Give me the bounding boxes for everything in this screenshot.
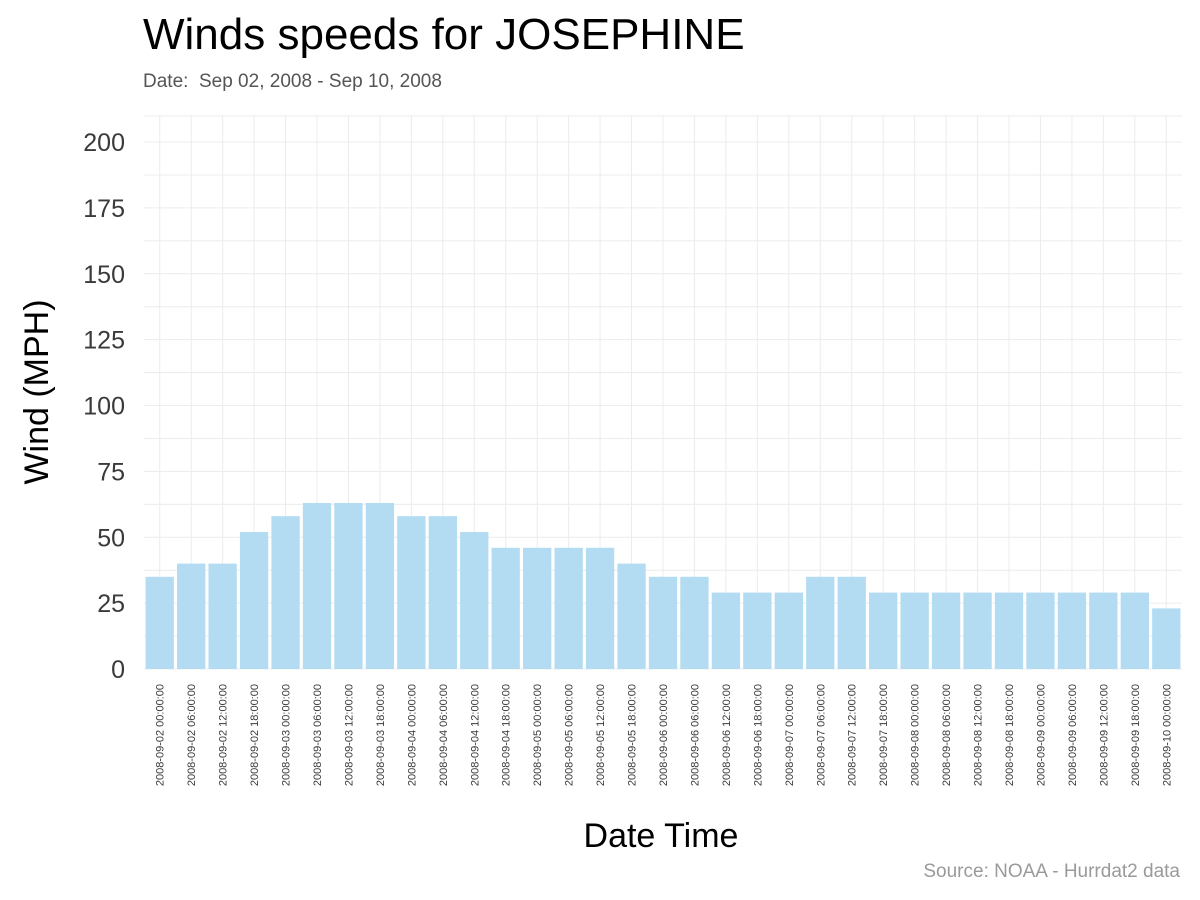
- bars: [145, 502, 1181, 669]
- x-tick-label: 2008-09-07 18:00:00: [878, 684, 890, 786]
- bar: [680, 576, 709, 669]
- x-tick-label: 2008-09-05 00:00:00: [532, 684, 544, 786]
- y-tick-label: 25: [97, 590, 125, 618]
- bar: [397, 516, 426, 669]
- bar: [428, 516, 457, 669]
- bar: [585, 547, 615, 669]
- bar: [523, 547, 552, 669]
- x-axis-ticks: 2008-09-02 00:00:00 2008-09-02 06:00:00 20…: [155, 684, 1174, 786]
- x-tick-label: 2008-09-08 12:00:00: [973, 684, 985, 786]
- y-tick-label: 125: [83, 327, 125, 355]
- x-tick-label: 2008-09-02 00:00:00: [155, 684, 167, 786]
- x-tick-label: 2008-09-08 06:00:00: [941, 684, 953, 786]
- x-tick-label: 2008-09-03 00:00:00: [281, 684, 293, 786]
- x-tick-label: 2008-09-07 12:00:00: [847, 684, 859, 786]
- x-axis-title: Date Time: [584, 817, 739, 855]
- x-tick-label: 2008-09-09 06:00:00: [1067, 684, 1079, 786]
- x-tick-label: 2008-09-06 00:00:00: [658, 684, 670, 786]
- x-tick-label: 2008-09-04 18:00:00: [501, 684, 513, 786]
- bar: [145, 576, 174, 669]
- bar: [271, 516, 300, 669]
- x-tick-label: 2008-09-07 00:00:00: [784, 684, 796, 786]
- bar: [554, 547, 583, 669]
- x-tick-label: 2008-09-04 00:00:00: [406, 684, 418, 786]
- bar: [743, 592, 772, 669]
- bar: [334, 502, 363, 669]
- bar: [931, 592, 961, 669]
- y-tick-label: 200: [83, 129, 125, 157]
- y-tick-label: 0: [111, 656, 125, 684]
- bar: [963, 592, 992, 669]
- y-tick-label: 150: [83, 261, 125, 289]
- chart-subtitle: Date: Sep 02, 2008 - Sep 10, 2008: [143, 71, 442, 92]
- x-tick-label: 2008-09-05 12:00:00: [595, 684, 607, 786]
- bar: [648, 576, 678, 669]
- y-axis-title: Wind (MPH): [18, 299, 56, 484]
- source-caption: Source: NOAA - Hurrdat2 data: [923, 861, 1180, 882]
- x-tick-label: 2008-09-09 00:00:00: [1035, 684, 1047, 786]
- x-tick-label: 2008-09-03 12:00:00: [343, 684, 355, 786]
- x-tick-label: 2008-09-05 18:00:00: [627, 684, 639, 786]
- bar: [994, 592, 1024, 669]
- x-tick-label: 2008-09-10 00:00:00: [1161, 684, 1173, 786]
- y-axis-ticks: 0 25 50 75 100 125 150 175 200: [83, 129, 125, 684]
- x-tick-label: 2008-09-09 18:00:00: [1130, 684, 1142, 786]
- bar: [806, 576, 835, 669]
- x-tick-label: 2008-09-02 12:00:00: [218, 684, 230, 786]
- bar: [1120, 592, 1149, 669]
- chart-title: Winds speeds for JOSEPHINE: [143, 10, 745, 59]
- x-tick-label: 2008-09-04 12:00:00: [469, 684, 481, 786]
- x-tick-label: 2008-09-06 18:00:00: [752, 684, 764, 786]
- bar: [208, 563, 237, 669]
- x-tick-label: 2008-09-06 12:00:00: [721, 684, 733, 786]
- bar: [239, 531, 269, 669]
- bar: [177, 563, 206, 669]
- bar: [617, 563, 646, 669]
- x-tick-label: 2008-09-08 18:00:00: [1004, 684, 1016, 786]
- bar: [774, 592, 803, 669]
- x-tick-label: 2008-09-06 06:00:00: [689, 684, 701, 786]
- bar: [711, 592, 741, 669]
- x-tick-label: 2008-09-02 18:00:00: [249, 684, 261, 786]
- x-tick-label: 2008-09-05 06:00:00: [564, 684, 576, 786]
- bar: [460, 531, 489, 669]
- x-tick-label: 2008-09-03 06:00:00: [312, 684, 324, 786]
- bar: [900, 592, 929, 669]
- x-tick-label: 2008-09-03 18:00:00: [375, 684, 387, 786]
- x-tick-label: 2008-09-08 00:00:00: [910, 684, 922, 786]
- bar: [1057, 592, 1087, 669]
- y-tick-label: 100: [83, 393, 125, 421]
- bar: [365, 502, 395, 669]
- y-tick-label: 50: [97, 524, 125, 552]
- bar: [869, 592, 898, 669]
- bar: [1152, 608, 1181, 669]
- bar: [302, 502, 332, 669]
- x-tick-label: 2008-09-04 06:00:00: [438, 684, 450, 786]
- bar: [1089, 592, 1118, 669]
- bar: [837, 576, 866, 669]
- x-tick-label: 2008-09-09 12:00:00: [1098, 684, 1110, 786]
- bar: [1026, 592, 1055, 669]
- bar: [491, 547, 520, 669]
- y-tick-label: 75: [97, 458, 125, 486]
- y-tick-label: 175: [83, 195, 125, 223]
- x-tick-label: 2008-09-07 06:00:00: [815, 684, 827, 786]
- x-tick-label: 2008-09-02 06:00:00: [186, 684, 198, 786]
